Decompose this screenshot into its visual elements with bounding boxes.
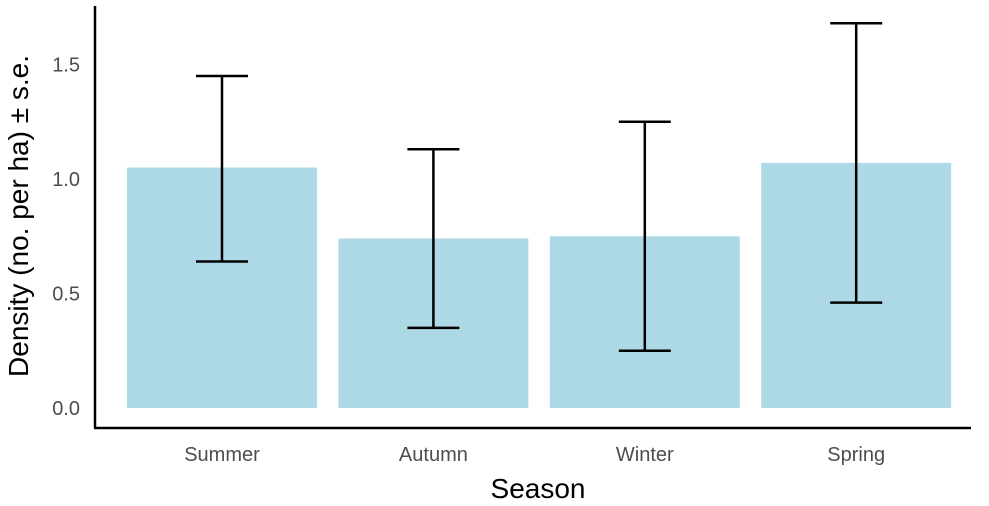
y-tick-label: 0.5: [52, 284, 80, 306]
x-tick-label-autumn: Autumn: [399, 444, 468, 466]
error-bar-autumn: [407, 147, 460, 330]
y-tick-label: 1.0: [52, 169, 80, 191]
error-bar-summer: [196, 74, 248, 263]
y-axis-title: Density (no. per ha) ± s.e.: [3, 55, 34, 377]
x-axis-title: Season: [491, 473, 586, 504]
y-tick-label: 1.5: [52, 55, 80, 77]
x-tick-label-spring: Spring: [827, 444, 885, 466]
x-tick-label-winter: Winter: [616, 444, 674, 466]
error-bar-winter: [618, 120, 671, 352]
bars-group: [127, 162, 952, 408]
error-bars-group: [196, 22, 883, 352]
x-tick-labels: Summer Autumn Winter Spring: [184, 444, 885, 466]
error-bar-spring: [830, 22, 883, 304]
y-tick-labels: 0.0 0.5 1.0 1.5: [52, 55, 80, 421]
x-tick-label-summer: Summer: [184, 444, 260, 466]
y-tick-label: 0.0: [52, 398, 80, 420]
